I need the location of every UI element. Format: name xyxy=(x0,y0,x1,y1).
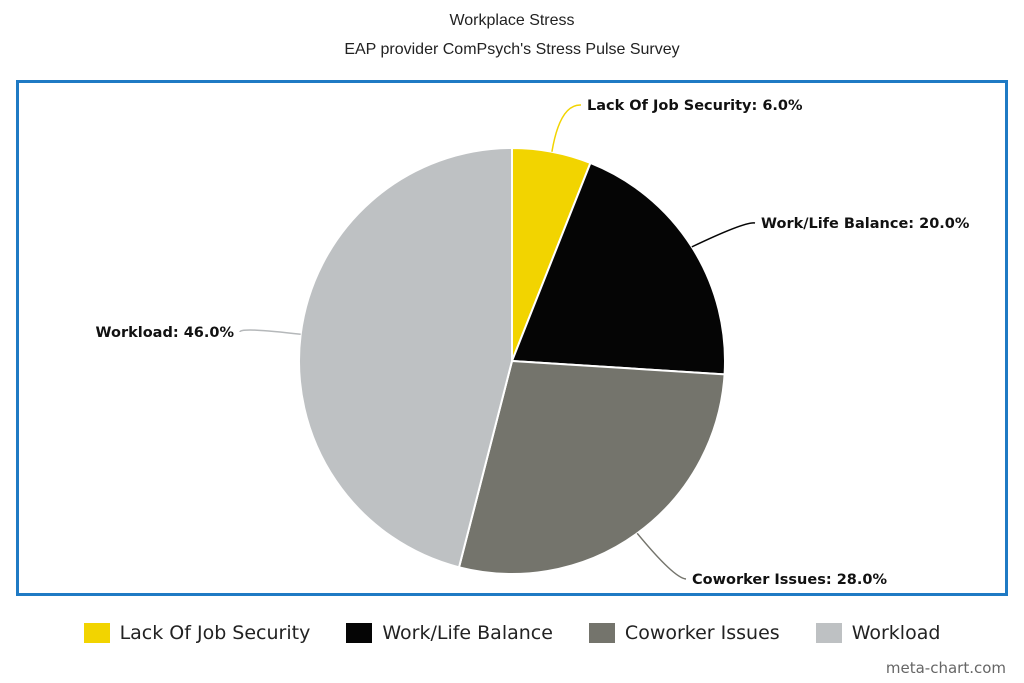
pie-slice-work-life-balance[interactable] xyxy=(510,161,726,376)
legend-swatch xyxy=(346,623,373,643)
leader-line-work-life-balance xyxy=(691,222,756,248)
chart-title: Workplace Stress xyxy=(449,12,575,29)
legend-swatch xyxy=(588,623,615,643)
pie-slices xyxy=(298,146,726,575)
slice-label-workload: Workload: 46.0% xyxy=(96,325,235,341)
slice-label-lack-of-job-security: Lack Of Job Security: 6.0% xyxy=(587,98,803,114)
legend-label: Workload xyxy=(851,622,941,644)
legend: Lack Of Job Security Work/Life Balance C… xyxy=(0,622,1024,644)
legend-item-lack-of-job-security[interactable]: Lack Of Job Security xyxy=(83,622,311,644)
leader-line-lack-of-job-security xyxy=(551,104,582,152)
slice-label-work-life-balance: Work/Life Balance: 20.0% xyxy=(761,216,970,232)
chart-frame xyxy=(16,80,1008,596)
legend-swatch xyxy=(83,623,110,643)
legend-label: Coworker Issues xyxy=(624,622,780,644)
legend-item-workload[interactable]: Workload xyxy=(815,622,941,644)
credit-text[interactable]: meta-chart.com xyxy=(885,659,1006,677)
leader-line-coworker-issues xyxy=(636,532,687,580)
legend-item-coworker-issues[interactable]: Coworker Issues xyxy=(588,622,780,644)
slice-labels: Lack Of Job Security: 6.0% Work/Life Bala… xyxy=(96,98,970,588)
legend-label: Work/Life Balance xyxy=(382,622,553,644)
slice-label-coworker-issues: Coworker Issues: 28.0% xyxy=(692,572,887,588)
chart-subtitle: EAP provider ComPsych's Stress Pulse Sur… xyxy=(344,41,680,58)
legend-item-work-life-balance[interactable]: Work/Life Balance xyxy=(346,622,553,644)
pie-slice-coworker-issues[interactable] xyxy=(457,359,726,575)
leader-lines xyxy=(239,104,756,580)
leader-line-workload xyxy=(239,329,301,336)
legend-swatch xyxy=(815,623,842,643)
legend-label: Lack Of Job Security xyxy=(119,622,311,644)
pie-slice-workload[interactable] xyxy=(298,146,513,569)
